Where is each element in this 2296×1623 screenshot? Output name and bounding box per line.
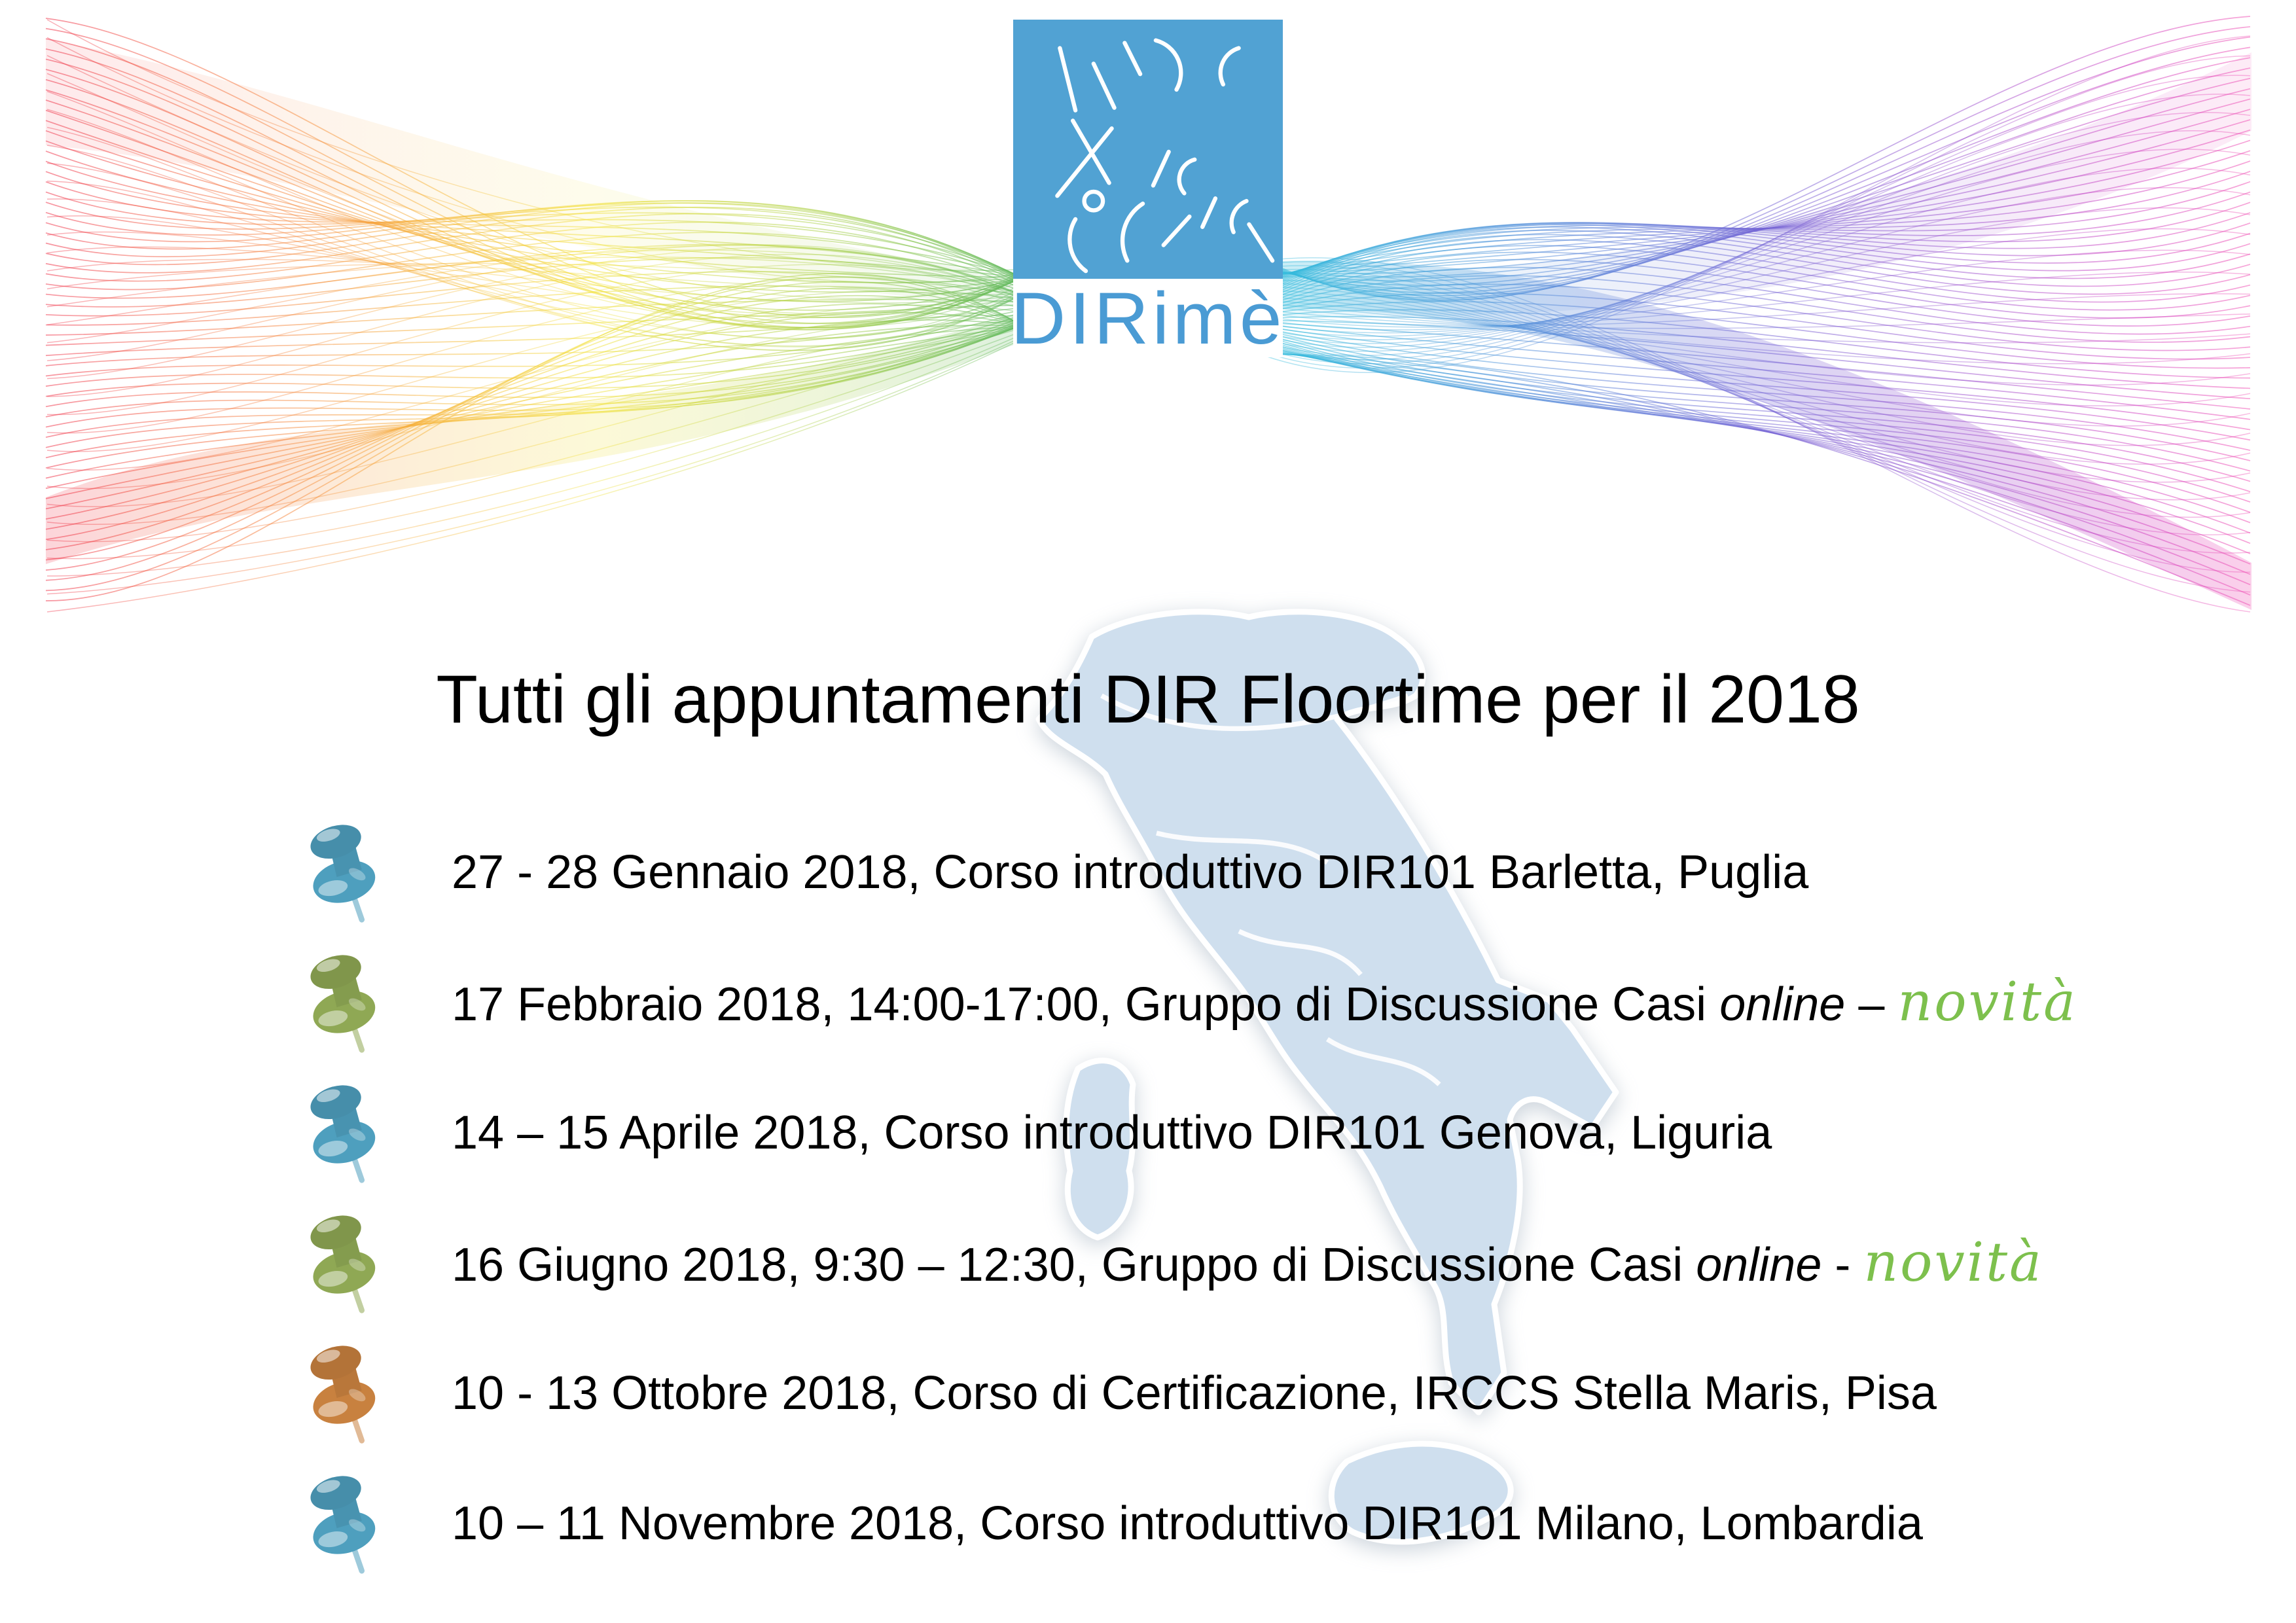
event-text: 14 – 15 Aprile 2018, Corso introduttivo …: [452, 1106, 1772, 1160]
rainbow-waves-image: [45, 16, 2251, 613]
pushpin-icon: [310, 1215, 376, 1313]
pushpin-icon: [310, 824, 376, 923]
event-text-segment: 27 - 28 Gennaio 2018, Corso introduttivo…: [452, 846, 1809, 899]
italy-map-watermark: [1035, 609, 1619, 1545]
logo-square: [1013, 20, 1283, 279]
pushpin-icon: [310, 1345, 376, 1444]
event-text: 16 Giugno 2018, 9:30 – 12:30, Gruppo di …: [452, 1232, 2043, 1294]
event-text-segment: online: [1719, 978, 1846, 1031]
pushpin-icon: [310, 1475, 376, 1574]
novita-label: novità: [1863, 1232, 2043, 1294]
event-text-segment: online: [1696, 1239, 1822, 1291]
event-row: 10 - 13 Ottobre 2018, Corso di Certifica…: [296, 1328, 2077, 1458]
event-text-segment: 16 Giugno 2018, 9:30 – 12:30, Gruppo di …: [452, 1239, 1696, 1291]
event-text-segment: 10 - 13 Ottobre 2018, Corso di Certifica…: [452, 1366, 1937, 1419]
dirime-logo: DIRimè: [1011, 20, 1283, 357]
event-row: 17 Febbraio 2018, 14:00-17:00, Gruppo di…: [296, 937, 2077, 1067]
event-text-segment: –: [1845, 978, 1898, 1031]
events-list: 27 - 28 Gennaio 2018, Corso introduttivo…: [296, 807, 2077, 1588]
event-row: 10 – 11 Novembre 2018, Corso introduttiv…: [296, 1458, 2077, 1588]
event-text-segment: 14 – 15 Aprile 2018, Corso introduttivo …: [452, 1106, 1772, 1159]
event-row: 16 Giugno 2018, 9:30 – 12:30, Gruppo di …: [296, 1198, 2077, 1328]
page-title: Tutti gli appuntamenti DIR Floortime per…: [436, 662, 1860, 738]
logo-wordmark: DIRimè: [1011, 277, 1285, 359]
event-text: 10 - 13 Ottobre 2018, Corso di Certifica…: [452, 1366, 1937, 1420]
event-text-segment: -: [1821, 1239, 1864, 1291]
pushpin-icon: [310, 1084, 376, 1183]
event-row: 27 - 28 Gennaio 2018, Corso introduttivo…: [296, 807, 2077, 937]
novita-label: novità: [1897, 971, 2077, 1033]
doodle-lines-icon: [1055, 38, 1275, 274]
event-text: 27 - 28 Gennaio 2018, Corso introduttivo…: [452, 846, 1808, 899]
event-text: 17 Febbraio 2018, 14:00-17:00, Gruppo di…: [452, 971, 2077, 1033]
pushpin-icon: [310, 954, 376, 1053]
event-text-segment: 17 Febbraio 2018, 14:00-17:00, Gruppo di…: [452, 978, 1720, 1031]
event-text: 10 – 11 Novembre 2018, Corso introduttiv…: [452, 1497, 1923, 1550]
event-row: 14 – 15 Aprile 2018, Corso introduttivo …: [296, 1067, 2077, 1198]
event-text-segment: 10 – 11 Novembre 2018, Corso introduttiv…: [452, 1497, 1923, 1550]
